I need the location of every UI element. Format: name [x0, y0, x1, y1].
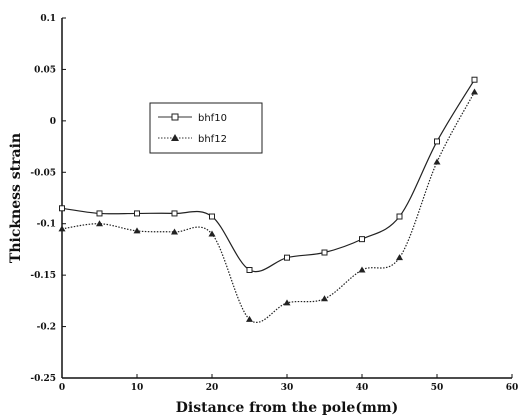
x-tick-label: 50: [431, 383, 444, 393]
data-point-bhf12: [358, 266, 366, 273]
data-point-bhf12: [171, 228, 178, 235]
x-axis-ticks: 0 10 20 30 40 50 60: [59, 374, 518, 393]
legend-marker-bhf10: [171, 113, 179, 121]
x-axis-title: Distance from the pole(mm): [176, 400, 398, 416]
legend-item-bhf10: bhf10: [158, 113, 227, 124]
x-tick-label: 10: [131, 383, 144, 393]
legend-item-bhf12: bhf12: [158, 134, 227, 145]
y-tick-label: 0: [50, 117, 56, 127]
x-tick-label: 40: [356, 383, 369, 393]
data-point-bhf12: [471, 88, 478, 95]
x-tick-label: 60: [506, 383, 519, 393]
y-tick-label: 0.1: [40, 14, 56, 24]
data-point-bhf10: [396, 213, 403, 220]
series-bhf12: [58, 88, 478, 323]
series-layer: [58, 76, 478, 323]
y-tick-label: -0.25: [30, 374, 56, 384]
y-tick-label: 0.05: [34, 65, 56, 75]
legend-marker-bhf12: [171, 134, 179, 141]
data-point-bhf10: [246, 267, 253, 273]
y-tick-label: -0.2: [37, 323, 56, 333]
data-point-bhf10: [321, 249, 328, 256]
data-point-bhf10: [471, 76, 478, 83]
legend-box: [149, 102, 263, 154]
series-line-bhf12: [61, 91, 476, 323]
data-point-bhf10: [134, 210, 140, 217]
series-line-bhf10: [61, 79, 476, 273]
y-tick-label: -0.1: [37, 220, 56, 230]
data-point-bhf10: [59, 205, 65, 212]
data-point-bhf10: [96, 210, 103, 217]
data-point-bhf10: [359, 236, 365, 243]
x-tick-label: 20: [206, 383, 219, 393]
legend: bhf10 bhf12: [149, 102, 263, 154]
legend-label-bhf10: bhf10: [198, 113, 227, 124]
y-axis-ticks: 0.1 0.05 0 -0.05 -0.1 -0.15 -0.2 -0.25: [30, 14, 66, 384]
data-point-bhf12: [433, 158, 441, 165]
data-point-bhf12: [396, 254, 403, 261]
data-point-bhf12: [58, 225, 66, 232]
data-point-bhf12: [133, 227, 141, 234]
x-tick-label: 0: [59, 383, 65, 393]
series-bhf10: [59, 76, 478, 273]
data-point-bhf12: [208, 230, 216, 237]
data-point-bhf12: [96, 220, 103, 227]
y-axis-title: Thickness strain: [8, 133, 24, 263]
data-point-bhf10: [284, 254, 290, 261]
plot-area: [61, 18, 512, 379]
data-point-bhf10: [209, 213, 215, 220]
data-point-bhf12: [246, 315, 253, 322]
data-point-bhf10: [171, 210, 178, 217]
y-tick-label: -0.15: [30, 271, 56, 281]
x-tick-label: 30: [281, 383, 294, 393]
data-point-bhf12: [321, 295, 328, 302]
y-tick-label: -0.05: [30, 168, 56, 178]
data-point-bhf10: [434, 138, 440, 145]
data-point-bhf12: [283, 299, 291, 306]
legend-label-bhf12: bhf12: [198, 134, 227, 145]
